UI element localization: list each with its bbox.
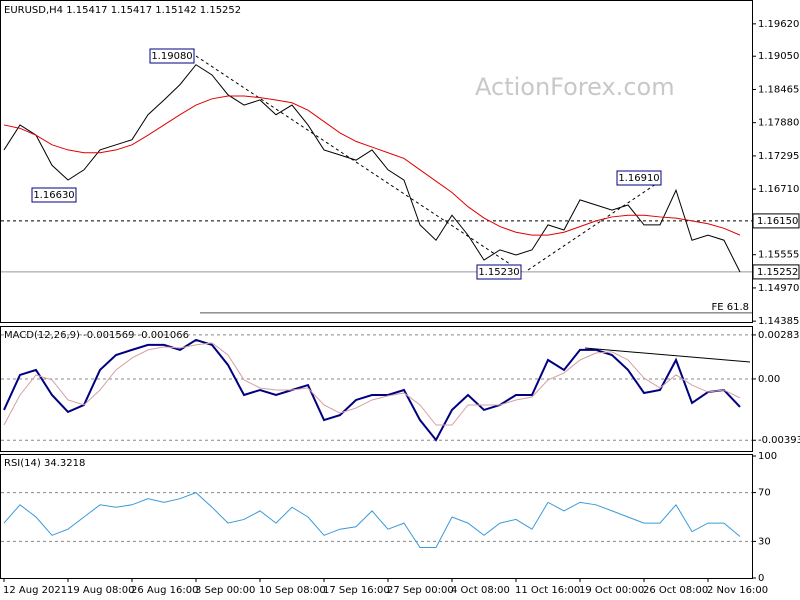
annotation: 1.16630 [33, 190, 74, 201]
panel-title: EURUSD,H4 1.15417 1.15417 1.15142 1.1525… [4, 5, 241, 16]
y-tick-label: 1.17295 [758, 151, 799, 162]
panel-title: RSI(14) 34.3218 [4, 458, 85, 469]
price-label-box [752, 213, 800, 229]
x-tick-label: 4 Oct 08:00 [451, 585, 510, 596]
macd-panel [0, 326, 753, 452]
annotation: 1.15230 [478, 267, 519, 278]
y-tick-label: 1.17880 [758, 118, 799, 129]
annotation-box [616, 170, 662, 186]
annotation-box [149, 48, 195, 64]
y-tick-label: 0.00 [758, 374, 780, 385]
annotation-box [31, 187, 77, 203]
x-tick-label: 12 Aug 2021 [3, 585, 67, 596]
trend-line [195, 55, 523, 273]
y-tick-label: 1.14970 [758, 283, 799, 294]
series-line [3, 64, 741, 273]
x-tick-label: 2 Nov 16:00 [707, 585, 768, 596]
price-panel [0, 0, 753, 323]
y-tick-label: 1.19620 [758, 19, 799, 30]
x-tick-label: 26 Oct 08:00 [643, 585, 708, 596]
annotation: 1.16910 [618, 173, 659, 184]
annotation: 1.19080 [151, 51, 192, 62]
x-tick-label: 27 Sep 00:00 [387, 585, 454, 596]
x-tick-label: 26 Aug 16:00 [131, 585, 198, 596]
series-line [3, 95, 741, 236]
y-tick-label: 1.16710 [758, 184, 799, 195]
annotation-box [476, 264, 522, 280]
y-tick-label: 100 [758, 451, 777, 462]
panel-title: MACD(12,26,9) -0.001569 -0.001066 [4, 330, 189, 341]
y-tick-label: 0 [758, 573, 764, 584]
x-tick-label: 19 Oct 00:00 [579, 585, 644, 596]
y-tick-label: 30 [758, 536, 771, 547]
price-label: 1.15252 [757, 267, 798, 278]
y-tick-label: -0.003939 [758, 435, 800, 446]
y-tick-label: 1.18465 [758, 84, 799, 95]
series-line [3, 492, 741, 548]
y-tick-label: 0.00283 [758, 330, 799, 341]
rsi-panel [0, 454, 753, 579]
fib-label: FE 61.8 [711, 302, 749, 313]
series-line [3, 338, 741, 442]
price-label-box [752, 264, 800, 280]
x-tick-label: 17 Sep 16:00 [323, 585, 390, 596]
watermark: ActionForex.com [475, 73, 675, 101]
x-tick-label: 10 Sep 08:00 [259, 585, 326, 596]
x-tick-label: 19 Aug 08:00 [67, 585, 134, 596]
y-tick-label: 70 [758, 488, 771, 499]
price-label: 1.16150 [757, 216, 798, 227]
x-tick-label: 3 Sep 00:00 [195, 585, 255, 596]
series-line [3, 342, 741, 426]
y-tick-label: 1.15555 [758, 250, 799, 261]
y-tick-label: 1.19050 [758, 51, 799, 62]
x-tick-label: 11 Oct 16:00 [515, 585, 580, 596]
y-tick-label: 1.14385 [758, 316, 799, 327]
macd-trend-line [584, 347, 751, 363]
trend-line [527, 179, 663, 271]
